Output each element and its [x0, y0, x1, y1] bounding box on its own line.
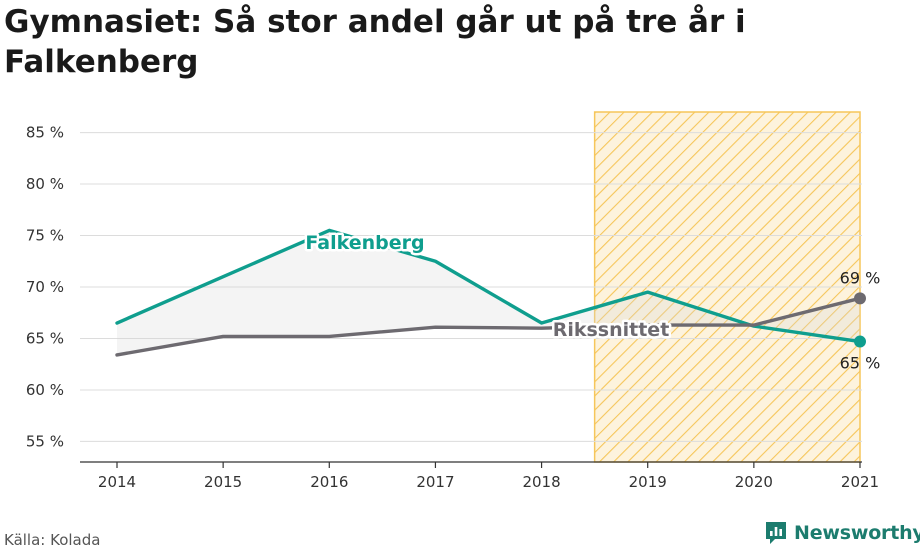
y-tick-label: 75 %: [26, 227, 64, 245]
end-point-falkenberg: [854, 335, 866, 348]
x-tick-label: 2016: [310, 473, 348, 491]
y-tick-label: 80 %: [26, 175, 64, 193]
x-tick-label: 2020: [735, 473, 773, 491]
y-tick-label: 85 %: [26, 124, 64, 142]
x-tick-label: 2021: [841, 473, 879, 491]
x-tick-label: 2019: [629, 473, 667, 491]
series-label-rikssnittet: Rikssnittet: [553, 319, 670, 341]
x-tick-label: 2018: [522, 473, 560, 491]
y-tick-label: 70 %: [26, 278, 64, 296]
newsworthy-logo-icon: [766, 522, 786, 544]
y-tick-label: 60 %: [26, 381, 64, 399]
end-value-label-rikssnittet: 69 %: [840, 268, 881, 287]
chart-title: Gymnasiet: Så stor andel går ut på tre å…: [4, 4, 746, 80]
x-tick-label: 2017: [416, 473, 454, 491]
series-label-falkenberg: Falkenberg: [305, 232, 424, 254]
end-point-rikssnittet: [854, 292, 866, 305]
series-line-falkenberg: [115, 228, 862, 344]
x-tick-label: 2014: [98, 473, 136, 491]
series-line-rikssnittet: [115, 296, 862, 357]
y-tick-label: 55 %: [26, 432, 64, 450]
brand-logo: Newsworthy: [764, 520, 920, 546]
source-note: Källa: Kolada: [4, 531, 101, 549]
x-tick-label: 2015: [204, 473, 242, 491]
y-tick-label: 65 %: [26, 329, 64, 347]
end-value-label-falkenberg: 65 %: [840, 354, 881, 373]
brand-name: Newsworthy: [794, 522, 920, 544]
